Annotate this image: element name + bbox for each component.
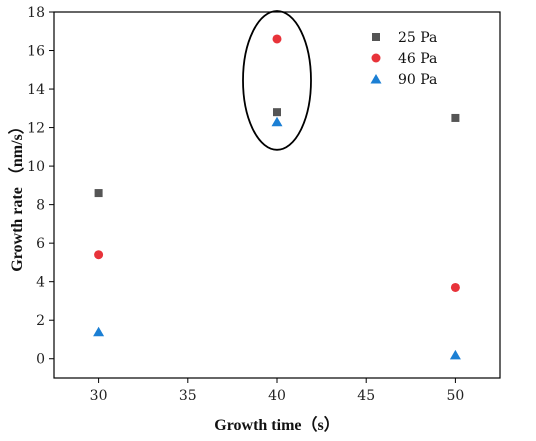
data-point-square (451, 113, 460, 122)
y-tick-label: 6 (36, 236, 45, 252)
y-tick-label: 14 (27, 82, 45, 98)
x-tick-label: 45 (357, 388, 375, 404)
highlight-ellipse (242, 10, 312, 151)
x-axis-ticks: 30 35 40 45 50 (90, 378, 464, 404)
x-tick-label: 50 (446, 388, 464, 404)
data-point-circle (450, 282, 460, 292)
legend-marker-triangle (370, 74, 382, 84)
annotations (242, 10, 312, 151)
x-tick-label: 35 (179, 388, 197, 404)
data-point-circle (272, 34, 282, 44)
y-tick-label: 18 (27, 5, 45, 21)
legend-label: 90 Pa (398, 72, 437, 88)
legend-label: 46 Pa (398, 51, 437, 67)
legend-marker-circle (371, 53, 381, 63)
y-tick-label: 12 (27, 121, 45, 137)
legend-marker-square (372, 33, 380, 41)
data-point-triangle (93, 326, 105, 337)
x-tick-label: 30 (90, 388, 108, 404)
x-tick-label: 40 (268, 388, 286, 404)
y-tick-label: 0 (36, 352, 45, 368)
data-points (93, 34, 461, 360)
legend: 25 Pa 46 Pa 90 Pa (370, 30, 437, 88)
data-point-triangle (271, 116, 283, 127)
y-tick-label: 2 (36, 313, 45, 329)
data-point-circle (94, 250, 104, 260)
y-tick-label: 10 (27, 159, 45, 175)
y-tick-label: 16 (27, 44, 45, 60)
y-tick-label: 8 (36, 198, 45, 214)
data-point-square (94, 189, 103, 198)
data-point-square (273, 108, 281, 117)
y-axis-label: Growth rate （nm/s） (8, 118, 26, 271)
y-axis-ticks: 0 2 4 6 8 10 12 14 16 18 (27, 5, 54, 368)
y-tick-label: 4 (36, 275, 45, 291)
x-axis-label: Growth time（s） (214, 416, 339, 434)
data-point-triangle (449, 349, 461, 360)
legend-label: 25 Pa (398, 30, 437, 46)
